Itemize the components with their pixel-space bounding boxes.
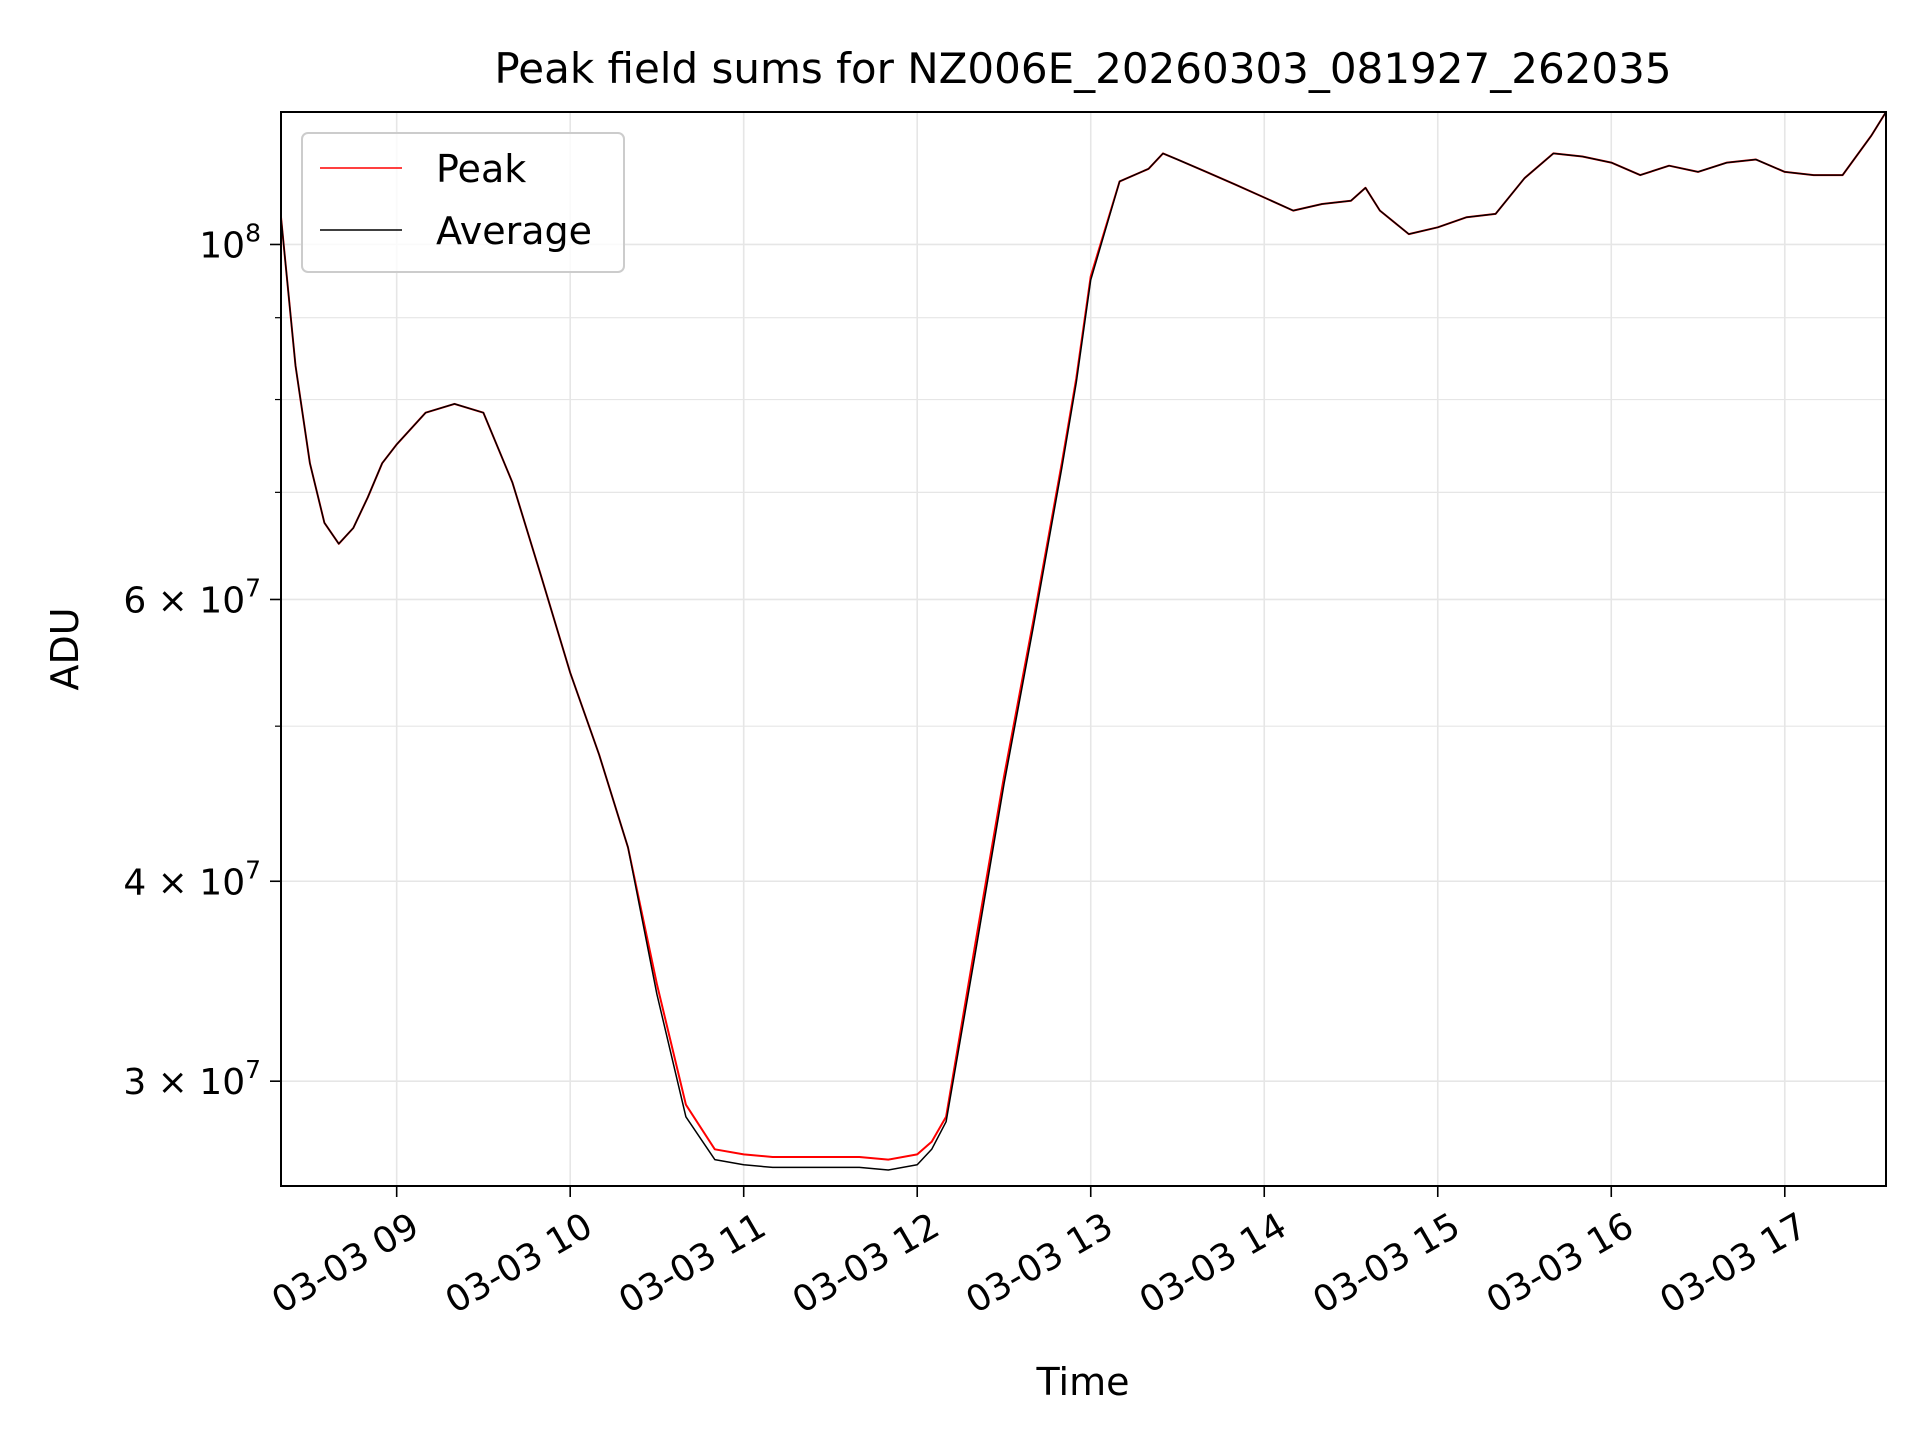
y-tick-label: 6 × 107 [123, 573, 261, 621]
legend: Peak Average [301, 132, 625, 273]
plot-lines [280, 111, 1887, 1171]
series-line-average [280, 111, 1887, 1171]
y-tick-label: 3 × 107 [123, 1055, 261, 1103]
y-tick-label: 4 × 107 [123, 855, 261, 903]
chart-title: Peak field sums for NZ006E_20260303_0819… [494, 44, 1671, 93]
legend-average-label: Average [436, 209, 592, 253]
y-tick-label: 108 [199, 218, 261, 266]
x-axis-label: Time [1036, 1360, 1130, 1404]
y-axis: 3 × 107 4 × 107 6 × 107 108 [123, 218, 281, 1103]
legend-peak-label: Peak [436, 147, 526, 191]
plot-frame [280, 111, 1887, 1187]
y-axis-label: ADU [43, 607, 87, 690]
